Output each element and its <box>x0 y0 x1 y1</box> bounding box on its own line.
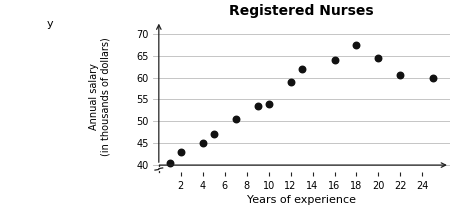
Point <box>199 141 207 145</box>
Point <box>430 76 437 79</box>
Title: Registered Nurses: Registered Nurses <box>229 4 374 18</box>
Point <box>232 117 239 121</box>
Point <box>287 80 294 84</box>
Point <box>210 133 217 136</box>
Point <box>166 161 173 164</box>
Point <box>265 102 272 106</box>
X-axis label: Years of experience: Years of experience <box>247 195 356 205</box>
Point <box>298 67 305 70</box>
Point <box>331 59 338 62</box>
Point <box>353 43 360 46</box>
Text: y: y <box>46 19 53 29</box>
Point <box>375 56 382 60</box>
Point <box>177 150 184 154</box>
Point <box>254 104 262 108</box>
Text: Annual salary
(in thousands of dollars): Annual salary (in thousands of dollars) <box>89 37 111 155</box>
Point <box>397 74 404 77</box>
